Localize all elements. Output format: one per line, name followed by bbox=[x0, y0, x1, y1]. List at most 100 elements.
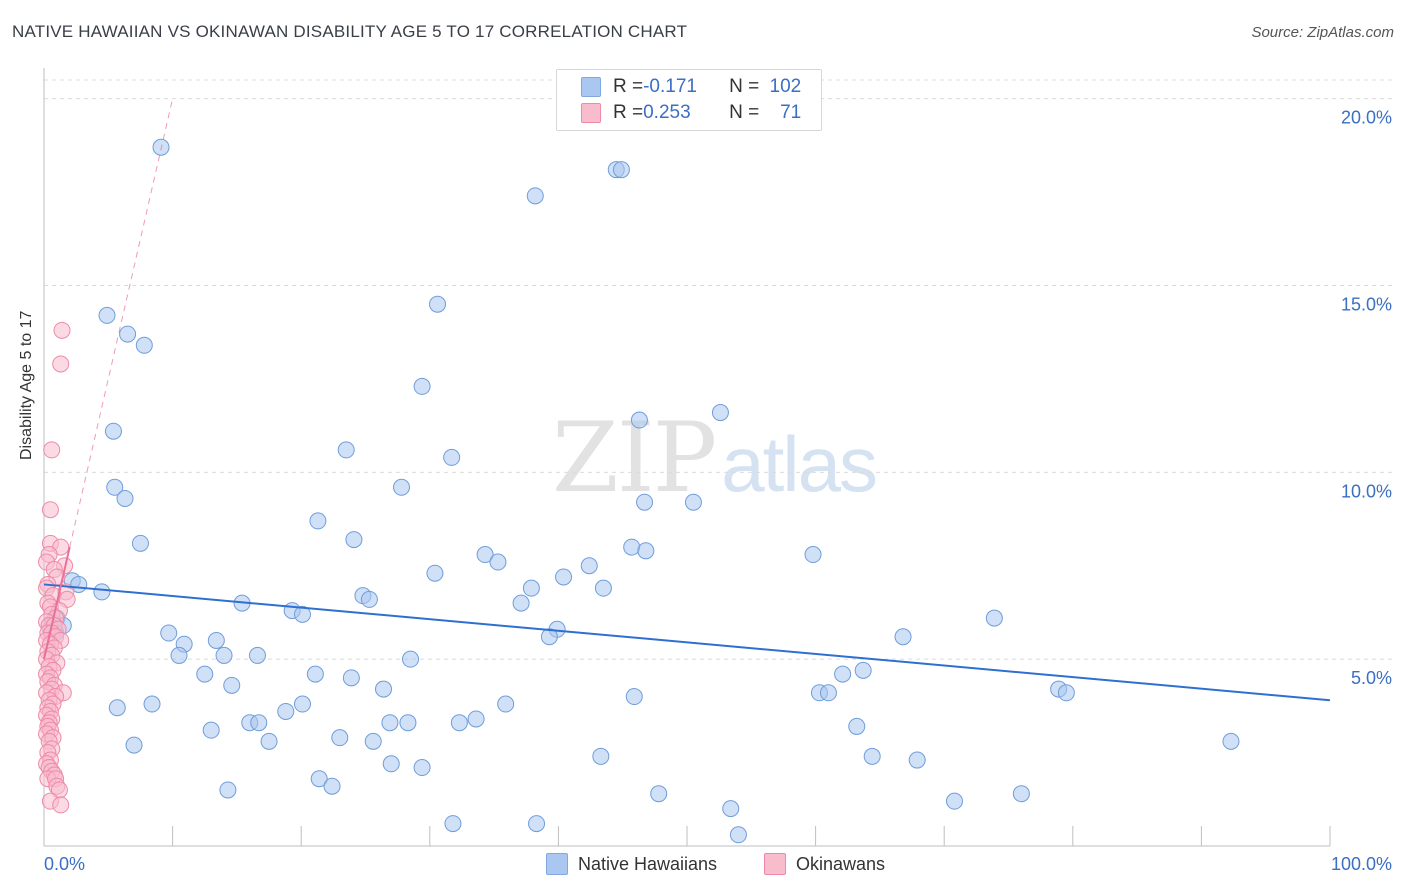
bottom-legend-label: Native Hawaiians bbox=[578, 853, 718, 874]
native-hawaiian-point bbox=[277, 702, 295, 720]
native-hawaiian-point bbox=[908, 751, 926, 769]
okinawan-point bbox=[41, 501, 59, 519]
native-hawaiian-point bbox=[413, 759, 431, 777]
native-hawaiian-point bbox=[104, 422, 122, 440]
legend-n-value: 102 bbox=[769, 76, 802, 97]
legend-n-key: N = bbox=[729, 102, 760, 123]
bottom-legend-swatch bbox=[764, 853, 786, 875]
native-hawaiian-point bbox=[93, 583, 111, 601]
native-hawaiian-point bbox=[637, 542, 655, 560]
native-hawaiian-point bbox=[489, 553, 507, 571]
native-hawaiian-point bbox=[393, 478, 411, 496]
okinawan-point bbox=[52, 355, 70, 373]
native-hawaiian-point bbox=[592, 747, 610, 765]
native-hawaiian-point bbox=[135, 336, 153, 354]
native-hawaiian-point bbox=[429, 295, 447, 313]
native-hawaiian-point bbox=[119, 325, 137, 343]
native-hawaiian-point bbox=[497, 695, 515, 713]
native-hawaiian-point bbox=[894, 628, 912, 646]
native-hawaiian-point bbox=[223, 676, 241, 694]
bottom-legend-okinawans[interactable]: Okinawans bbox=[764, 852, 885, 876]
bottom-legend-swatch bbox=[546, 853, 568, 875]
legend-n-value: 71 bbox=[780, 102, 802, 123]
native-hawaiian-point bbox=[202, 721, 220, 739]
native-hawaiian-point bbox=[594, 579, 612, 597]
native-hawaiian-point bbox=[526, 187, 544, 205]
native-hawaiian-point bbox=[512, 594, 530, 612]
native-hawaiian-point bbox=[612, 161, 630, 179]
legend-r-key: R = bbox=[613, 102, 644, 123]
native-hawaiian-point bbox=[650, 785, 668, 803]
native-hawaiian-point bbox=[309, 512, 327, 530]
native-hawaiian-point bbox=[1222, 732, 1240, 750]
okinawan-point bbox=[53, 321, 71, 339]
native-hawaiian-point bbox=[160, 624, 178, 642]
native-hawaiian-point bbox=[636, 493, 654, 511]
legend-row-native-hawaiians: R = -0.171 N = 102 bbox=[581, 75, 801, 99]
native-hawaiian-point bbox=[945, 792, 963, 810]
native-hawaiian-point bbox=[580, 557, 598, 575]
okinawan-point bbox=[52, 796, 70, 814]
correlation-legend: R = -0.171 N = 102 R = 0.253 N = 71 bbox=[556, 69, 822, 131]
native-hawaiian-point bbox=[623, 538, 641, 556]
native-hawaiian-point bbox=[98, 306, 116, 324]
bottom-legend-label: Okinawans bbox=[796, 853, 886, 874]
native-hawaiian-point bbox=[985, 609, 1003, 627]
native-hawaiian-point bbox=[215, 646, 233, 664]
native-hawaiian-point bbox=[402, 650, 420, 668]
legend-row-okinawans: R = 0.253 N = 71 bbox=[581, 101, 801, 125]
y-axis-label: Disability Age 5 to 17 bbox=[18, 310, 35, 460]
native-hawaiian-point bbox=[248, 646, 266, 664]
native-hawaiian-point bbox=[250, 714, 268, 732]
legend-swatch-okinawans bbox=[581, 103, 601, 123]
native-hawaiian-point bbox=[555, 568, 573, 586]
native-hawaiian-point bbox=[863, 747, 881, 765]
native-hawaiian-point bbox=[722, 800, 740, 818]
native-hawaiian-point bbox=[854, 661, 872, 679]
native-hawaiian-point bbox=[684, 493, 702, 511]
source-label: Source: ZipAtlas.com bbox=[1251, 24, 1394, 41]
native-hawaiian-point bbox=[382, 755, 400, 773]
native-hawaiian-point bbox=[804, 546, 822, 564]
legend-r-value: 0.253 bbox=[643, 102, 691, 123]
native-hawaiian-point bbox=[108, 699, 126, 717]
native-hawaiian-point bbox=[342, 669, 360, 687]
native-hawaiian-point bbox=[729, 826, 747, 844]
native-hawaiian-point bbox=[196, 665, 214, 683]
y-tick-label: 20.0% bbox=[1341, 108, 1392, 128]
native-hawaiian-point bbox=[116, 489, 134, 507]
native-hawaiian-point bbox=[399, 714, 417, 732]
y-tick-label: 15.0% bbox=[1341, 295, 1392, 315]
okinawan-point bbox=[43, 441, 61, 459]
native-hawaiian-point bbox=[1057, 684, 1075, 702]
native-hawaiian-point bbox=[413, 377, 431, 395]
native-hawaiian-point bbox=[219, 781, 237, 799]
native-hawaiian-point bbox=[467, 710, 485, 728]
native-hawaiian-point bbox=[819, 684, 837, 702]
native-hawaiian-point bbox=[522, 579, 540, 597]
native-hawaiian-point bbox=[375, 680, 393, 698]
native-hawaiian-point bbox=[364, 732, 382, 750]
watermark-atlas: atlas bbox=[721, 420, 878, 508]
native-hawaiian-point bbox=[630, 411, 648, 429]
native-hawaiian-point bbox=[143, 695, 161, 713]
chart-title: NATIVE HAWAIIAN VS OKINAWAN DISABILITY A… bbox=[12, 22, 688, 41]
legend-r-key: R = bbox=[613, 76, 644, 97]
native-hawaiian-point bbox=[310, 770, 328, 788]
native-hawaiian-point bbox=[170, 646, 188, 664]
native-hawaiian-point bbox=[848, 717, 866, 735]
native-hawaiian-point bbox=[260, 732, 278, 750]
bottom-legend-native-hawaiians[interactable]: Native Hawaiians bbox=[546, 852, 717, 876]
native-hawaiian-point bbox=[381, 714, 399, 732]
native-hawaiian-point bbox=[426, 564, 444, 582]
native-hawaiian-point bbox=[131, 534, 149, 552]
legend-r-value: -0.171 bbox=[643, 76, 697, 97]
okinawan-trendline bbox=[43, 546, 71, 660]
native-hawaiian-point bbox=[625, 688, 643, 706]
native-hawaiian-point bbox=[450, 714, 468, 732]
native-hawaiian-point bbox=[1012, 785, 1030, 803]
x-tick-label: 100.0% bbox=[1331, 854, 1392, 874]
native-hawaiian-point bbox=[360, 590, 378, 608]
native-hawaiian-point bbox=[337, 441, 355, 459]
